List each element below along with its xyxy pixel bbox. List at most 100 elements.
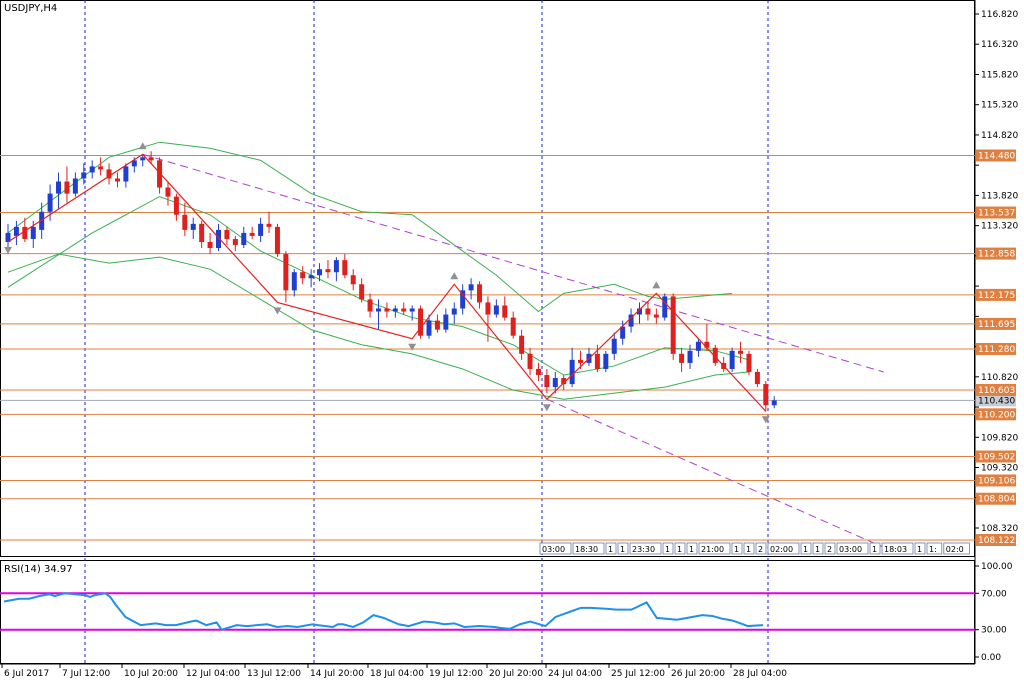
current-price-line: 110.430 <box>0 394 1016 407</box>
candle-body <box>72 178 78 194</box>
time-tick-label: 10 Jul 20:00 <box>124 669 178 679</box>
candle-body <box>569 359 575 385</box>
candle-body <box>552 378 558 388</box>
time-box <box>914 542 926 555</box>
level-label-bg <box>976 450 1016 463</box>
candle-body <box>392 308 398 312</box>
trendline <box>546 398 884 548</box>
candle-body <box>653 314 659 318</box>
candle-body <box>535 368 541 376</box>
candle-body <box>56 181 62 194</box>
time-box-label: 21:00 <box>701 545 724 554</box>
time-tick-label: 7 Jul 12:00 <box>62 669 111 679</box>
price-tick-label: 109.820 <box>981 433 1018 443</box>
level-label-bg <box>976 408 1016 421</box>
rsi-tick-label: 100.00 <box>981 562 1013 572</box>
time-tick-label: 19 Jul 12:00 <box>429 669 483 679</box>
candle-body <box>207 241 213 249</box>
level-label: 108.804 <box>978 495 1015 505</box>
candle-body <box>519 335 525 354</box>
time-box <box>743 542 755 555</box>
candle-body <box>485 302 491 315</box>
level-label: 110.200 <box>978 410 1015 420</box>
time-box <box>812 542 824 555</box>
candle-body <box>114 178 120 182</box>
level-label: 111.695 <box>978 320 1015 330</box>
zigzag-line <box>7 153 767 412</box>
time-tick-label: 6 Jul 2017 <box>4 669 49 679</box>
time-box <box>800 542 812 555</box>
time-box-label: 1 <box>689 545 694 554</box>
candle-body <box>274 226 280 255</box>
time-box-label: 1 <box>734 545 739 554</box>
candle-body <box>611 338 617 354</box>
zigzag-line <box>7 153 767 412</box>
time-box-label: 02:0 <box>946 545 964 554</box>
level-label-bg <box>976 288 1016 301</box>
candle-body <box>283 254 289 291</box>
candle-body <box>241 232 247 245</box>
candle-body <box>763 384 769 406</box>
fractal-up-marker <box>652 281 661 289</box>
candle-body <box>47 193 53 212</box>
candle-body <box>443 314 449 330</box>
candle-body <box>81 172 87 179</box>
candle-body <box>165 187 171 197</box>
time-box-label: 23:30 <box>632 545 655 554</box>
price-tick-label: 110.820 <box>981 373 1018 383</box>
fractal-down-marker <box>542 404 551 412</box>
rsi-tick-label: 70.00 <box>981 589 1007 599</box>
time-box-label: 2 <box>758 545 763 554</box>
time-box-label: 1 <box>803 545 808 554</box>
candle-body <box>434 320 440 330</box>
time-tick-labels: 6 Jul 2017 7 Jul 12:00 10 Jul 20:00 12 Jul … <box>1 664 787 679</box>
candle-body <box>527 353 533 369</box>
time-box-label: 1: <box>929 545 937 554</box>
candle-body <box>106 169 112 179</box>
fractal-down-marker <box>408 343 417 351</box>
time-box <box>617 542 629 555</box>
time-tick-label: 20 Jul 20:00 <box>489 669 543 679</box>
rsi-line <box>3 592 764 631</box>
time-box <box>836 542 869 555</box>
time-box-label: 18:03 <box>884 545 907 554</box>
level-price-labels: 114.480 113.537 112.858 112.175 111.695 111.2… <box>976 149 1016 546</box>
rsi-label: RSI(14) 34.97 <box>4 564 73 575</box>
candle-body <box>367 299 373 312</box>
time-box-label: 1 <box>608 545 613 554</box>
current-price-label: 110.430 <box>978 396 1015 406</box>
time-box-label: 1 <box>677 545 682 554</box>
time-box <box>572 542 605 555</box>
horizontal-levels <box>0 155 975 541</box>
candle-body <box>13 226 19 236</box>
candle-body <box>502 305 508 318</box>
band-lower <box>7 253 750 400</box>
time-box <box>869 542 881 555</box>
candle-body <box>687 350 693 363</box>
candle-body <box>451 308 457 315</box>
main-panel-border <box>0 0 975 557</box>
candle-body <box>216 229 221 249</box>
candle-body <box>258 223 264 236</box>
time-box <box>731 542 743 555</box>
time-box-label: 1 <box>815 545 820 554</box>
current-price-bg <box>976 394 1016 407</box>
candle-body <box>123 166 129 182</box>
candle-body <box>308 275 314 279</box>
price-tick-label: 108.320 <box>981 524 1018 534</box>
trendline <box>142 153 884 373</box>
candle-body <box>232 238 238 245</box>
candle-body <box>350 275 356 285</box>
time-box <box>662 542 674 555</box>
candle-body <box>300 272 306 279</box>
time-box-label: 1 <box>746 545 751 554</box>
time-box <box>881 542 914 555</box>
time-box-label: 2 <box>827 545 832 554</box>
time-box <box>698 542 731 555</box>
time-box <box>926 542 943 555</box>
level-label: 109.502 <box>978 453 1015 463</box>
candle-body <box>89 166 95 173</box>
candle-body <box>333 260 339 273</box>
price-tick-label: 115.820 <box>981 70 1018 80</box>
